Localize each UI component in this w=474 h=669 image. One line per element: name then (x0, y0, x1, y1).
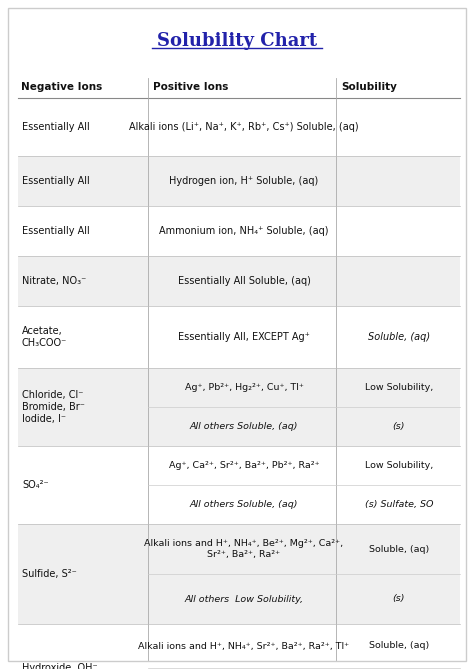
Text: (s): (s) (393, 422, 405, 431)
FancyBboxPatch shape (18, 368, 460, 446)
Text: Ag⁺, Ca²⁺, Sr²⁺, Ba²⁺, Pb²⁺, Ra²⁺: Ag⁺, Ca²⁺, Sr²⁺, Ba²⁺, Pb²⁺, Ra²⁺ (169, 461, 319, 470)
Text: Ag⁺, Pb²⁺, Hg₂²⁺, Cu⁺, Tl⁺: Ag⁺, Pb²⁺, Hg₂²⁺, Cu⁺, Tl⁺ (184, 383, 303, 392)
Text: Positive Ions: Positive Ions (153, 82, 228, 92)
Text: Essentially All, EXCEPT Ag⁺: Essentially All, EXCEPT Ag⁺ (178, 332, 310, 342)
Text: Alkali ions and H⁺, NH₄⁺, Be²⁺, Mg²⁺, Ca²⁺,
Sr²⁺, Ba²⁺, Ra²⁺: Alkali ions and H⁺, NH₄⁺, Be²⁺, Mg²⁺, Ca… (145, 539, 344, 559)
Text: Low Solubility,: Low Solubility, (365, 461, 433, 470)
Text: All others  Low Solubility,: All others Low Solubility, (184, 595, 303, 603)
Text: Hydroxide, OH⁻: Hydroxide, OH⁻ (22, 663, 98, 669)
Text: Nitrate, NO₃⁻: Nitrate, NO₃⁻ (22, 276, 86, 286)
FancyBboxPatch shape (18, 524, 460, 624)
Text: Soluble, (aq): Soluble, (aq) (368, 332, 430, 342)
Text: Chloride, Cl⁻
Bromide, Br⁻
Iodide, I⁻: Chloride, Cl⁻ Bromide, Br⁻ Iodide, I⁻ (22, 391, 85, 423)
Text: Essentially All: Essentially All (22, 176, 90, 186)
Text: Essentially All: Essentially All (22, 226, 90, 236)
Text: Soluble, (aq): Soluble, (aq) (369, 545, 429, 553)
Text: Low Solubility,: Low Solubility, (365, 383, 433, 392)
Text: Hydrogen ion, H⁺ Soluble, (aq): Hydrogen ion, H⁺ Soluble, (aq) (169, 176, 319, 186)
Text: Alkali ions and H⁺, NH₄⁺, Sr²⁺, Ba²⁺, Ra²⁺, Tl⁺: Alkali ions and H⁺, NH₄⁺, Sr²⁺, Ba²⁺, Ra… (138, 642, 349, 650)
FancyBboxPatch shape (18, 156, 460, 206)
Text: Solubility Chart: Solubility Chart (157, 32, 317, 50)
Text: Essentially All Soluble, (aq): Essentially All Soluble, (aq) (178, 276, 310, 286)
Text: SO₄²⁻: SO₄²⁻ (22, 480, 49, 490)
Text: (s) Sulfate, SO: (s) Sulfate, SO (365, 500, 433, 509)
Text: Alkali ions (Li⁺, Na⁺, K⁺, Rb⁺, Cs⁺) Soluble, (aq): Alkali ions (Li⁺, Na⁺, K⁺, Rb⁺, Cs⁺) Sol… (129, 122, 359, 132)
Text: (s): (s) (393, 595, 405, 603)
Text: All others Soluble, (aq): All others Soluble, (aq) (190, 500, 298, 509)
Text: Essentially All: Essentially All (22, 122, 90, 132)
Text: All others Soluble, (aq): All others Soluble, (aq) (190, 422, 298, 431)
FancyBboxPatch shape (8, 8, 466, 661)
Text: Solubility: Solubility (341, 82, 397, 92)
Text: Acetate,
CH₃COO⁻: Acetate, CH₃COO⁻ (22, 326, 67, 348)
Text: Soluble, (aq): Soluble, (aq) (369, 642, 429, 650)
FancyBboxPatch shape (18, 256, 460, 306)
Text: Negative Ions: Negative Ions (21, 82, 102, 92)
Text: Sulfide, S²⁻: Sulfide, S²⁻ (22, 569, 77, 579)
Text: Ammonium ion, NH₄⁺ Soluble, (aq): Ammonium ion, NH₄⁺ Soluble, (aq) (159, 226, 329, 236)
